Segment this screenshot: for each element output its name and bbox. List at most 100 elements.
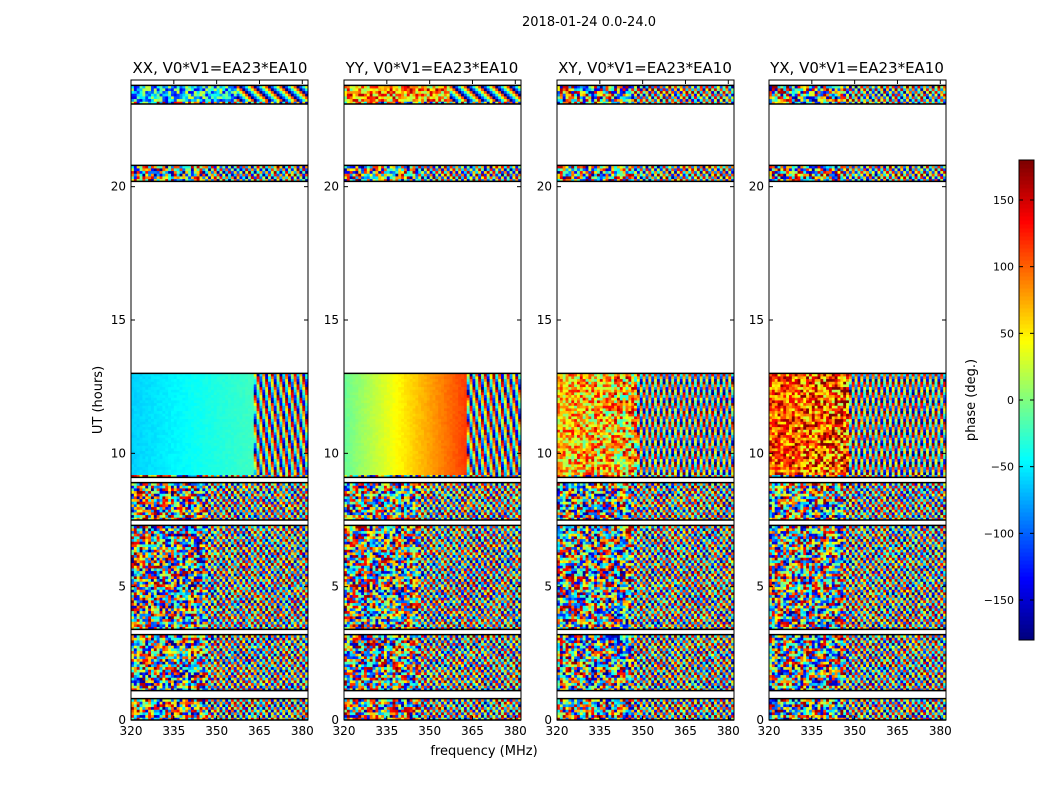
heatmap-cell — [168, 677, 171, 680]
heatmap-cell — [274, 709, 277, 712]
heatmap-cell — [191, 704, 194, 707]
heatmap-cell — [225, 707, 228, 710]
heatmap-cell — [220, 704, 223, 707]
heatmap-cell — [148, 709, 151, 712]
heatmap-cell — [254, 715, 257, 718]
heatmap-cell — [299, 685, 302, 688]
heatmap-cell — [188, 677, 191, 680]
heatmap-cell — [217, 709, 220, 712]
heatmap-cell — [171, 675, 174, 678]
heatmap-cell — [257, 685, 260, 688]
heatmap-cell — [297, 704, 300, 707]
heatmap-cell — [182, 683, 185, 686]
heatmap-cell — [299, 701, 302, 704]
figure: 2018-01-24 0.0-24.0 XX, V0*V1=EA23*EA10 … — [0, 0, 1050, 800]
heatmap-cell — [288, 677, 291, 680]
heatmap-cell — [191, 672, 194, 675]
heatmap-cell — [291, 672, 294, 675]
heatmap-cell — [297, 715, 300, 718]
heatmap-cell — [257, 677, 260, 680]
heatmap-cell — [237, 680, 240, 683]
heatmap-cell — [282, 672, 285, 675]
heatmap-cell — [151, 683, 154, 686]
heatmap-cell — [257, 680, 260, 683]
heatmap-cell — [162, 685, 165, 688]
heatmap-cell — [148, 677, 151, 680]
heatmap-cell — [200, 669, 203, 672]
heatmap-cell — [222, 709, 225, 712]
heatmap-cell — [277, 715, 280, 718]
heatmap-cell — [265, 683, 268, 686]
heatmap-cell — [137, 707, 140, 710]
heatmap-cell — [245, 685, 248, 688]
heatmap-cell — [228, 715, 231, 718]
heatmap-cell — [220, 675, 223, 678]
heatmap-cell — [200, 715, 203, 718]
heatmap-cell — [239, 675, 242, 678]
heatmap-cell — [171, 672, 174, 675]
heatmap-cell — [151, 709, 154, 712]
heatmap-cell — [137, 680, 140, 683]
heatmap-cell — [194, 701, 197, 704]
heatmap-cell — [225, 675, 228, 678]
heatmap-cell — [185, 707, 188, 710]
heatmap-cell — [262, 677, 265, 680]
heatmap-cell — [171, 677, 174, 680]
heatmap-cell — [134, 669, 137, 672]
heatmap-cell — [214, 712, 217, 715]
heatmap-cell — [294, 701, 297, 704]
heatmap-cell — [228, 677, 231, 680]
heatmap-cell — [140, 677, 143, 680]
heatmap-cell — [185, 715, 188, 718]
heatmap-cell — [288, 704, 291, 707]
heatmap-cell — [254, 680, 257, 683]
heatmap-cell — [234, 715, 237, 718]
heatmap-cell — [154, 704, 157, 707]
heatmap-cell — [279, 709, 282, 712]
heatmap-cell — [142, 709, 145, 712]
heatmap-cell — [140, 709, 143, 712]
heatmap-cell — [180, 712, 183, 715]
heatmap-cell — [248, 685, 251, 688]
heatmap-cell — [157, 701, 160, 704]
heatmap-cell — [245, 680, 248, 683]
heatmap-cell — [265, 680, 268, 683]
heatmap-cell — [237, 709, 240, 712]
heatmap-cell — [154, 712, 157, 715]
heatmap-cell — [291, 677, 294, 680]
heatmap-cell — [168, 701, 171, 704]
heatmap-cell — [268, 675, 271, 678]
heatmap-cell — [140, 715, 143, 718]
heatmap-cell — [251, 701, 254, 704]
heatmap-cell — [165, 709, 168, 712]
heatmap-cell — [191, 680, 194, 683]
heatmap-cell — [162, 712, 165, 715]
heatmap-cell — [265, 701, 268, 704]
heatmap-cell — [271, 704, 274, 707]
heatmap-cell — [160, 680, 163, 683]
heatmap-cell — [259, 669, 262, 672]
heatmap-cell — [297, 712, 300, 715]
heatmap-cell — [282, 680, 285, 683]
heatmap-cell — [274, 704, 277, 707]
heatmap-cell — [239, 715, 242, 718]
heatmap-cell — [245, 704, 248, 707]
heatmap-cell — [185, 680, 188, 683]
heatmap-cell — [257, 709, 260, 712]
heatmap-cell — [168, 709, 171, 712]
heatmap-cell — [185, 685, 188, 688]
heatmap-plot-area — [131, 80, 308, 720]
heatmap-cell — [165, 704, 168, 707]
heatmap-cell — [157, 685, 160, 688]
heatmap-cell — [202, 715, 205, 718]
heatmap-cell — [211, 715, 214, 718]
heatmap-cell — [302, 707, 305, 710]
heatmap-cell — [254, 704, 257, 707]
heatmap-cell — [285, 685, 288, 688]
heatmap-cell — [242, 683, 245, 686]
heatmap-cell — [188, 712, 191, 715]
heatmap-cell — [279, 712, 282, 715]
heatmap-cell — [182, 712, 185, 715]
heatmap-cell — [242, 701, 245, 704]
heatmap-cell — [134, 707, 137, 710]
